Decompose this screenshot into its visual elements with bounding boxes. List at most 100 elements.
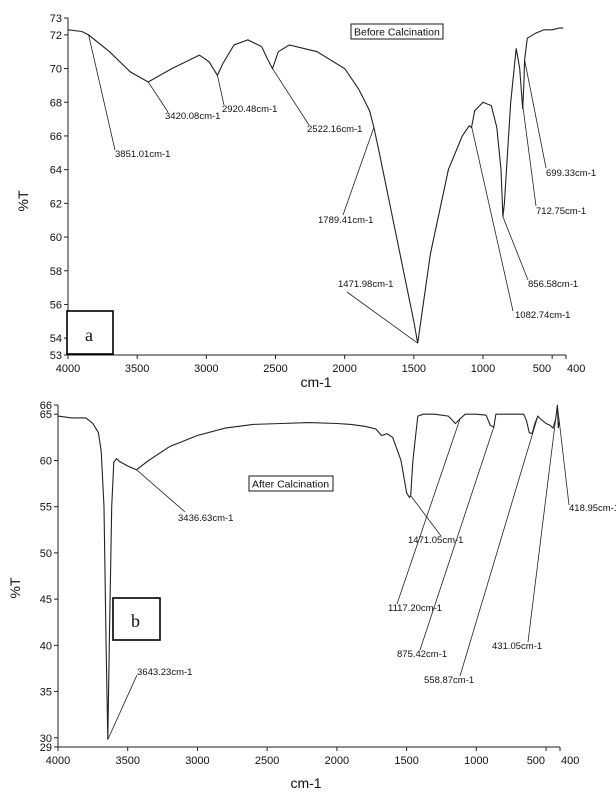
panel-b-label-box: b (112, 597, 161, 641)
y-tick-label: 68 (50, 97, 62, 109)
peak-leader-line (88, 34, 116, 151)
peak-leader-line (342, 127, 375, 216)
y-tick-label: 45 (40, 594, 52, 606)
peak-label: 1789.41cm-1 (318, 215, 373, 226)
y-tick-label: 60 (40, 455, 52, 467)
peak-label: 3436.63cm-1 (178, 513, 233, 524)
panel-b-label: b (131, 611, 140, 631)
peak-label: 712.75cm-1 (536, 206, 586, 217)
y-tick-label: 35 (40, 687, 52, 699)
peak-leader-line (272, 68, 310, 126)
y-tick-label: 29 (40, 742, 52, 754)
peak-label: 1082.74cm-1 (515, 310, 570, 321)
panel-a-x-ticks: 4000 3500 3000 2500 2000 1500 1000 500 400 (56, 355, 585, 375)
y-tick-label: 65 (40, 409, 52, 421)
peak-label: 1117.20cm-1 (388, 603, 442, 614)
panel-b-title-box: After Calcination (248, 475, 334, 492)
y-tick-label: 40 (40, 640, 52, 652)
x-tick-label: 3500 (125, 363, 149, 375)
peak-leader-line (147, 81, 169, 113)
peak-leader-line (217, 75, 225, 106)
panel-b-peak-annotations: 3643.23cm-1 3436.63cm-1 1471.05cm-1 1117.20… (107, 404, 616, 740)
peak-label: 558.87cm-1 (424, 675, 474, 686)
y-tick-label: 72 (50, 30, 62, 42)
x-tick-label: 400 (561, 755, 579, 767)
x-tick-label: 3500 (115, 755, 139, 767)
peak-leader-line (522, 105, 537, 207)
peak-leader-line (346, 291, 418, 344)
y-tick-label: 58 (50, 266, 62, 278)
panel-a-y-axis-title: %T (15, 190, 31, 211)
peak-leader-line (471, 126, 514, 312)
y-tick-label: 54 (50, 333, 62, 345)
panel-b-y-axis-title: %T (7, 577, 23, 598)
peak-label: 431.05cm-1 (492, 641, 542, 652)
peak-label: 875.42cm-1 (397, 649, 447, 660)
panel-a-axes (67, 18, 566, 356)
y-tick-label: 53 (50, 350, 62, 362)
x-tick-label: 500 (533, 363, 551, 375)
peak-label: 2920.48cm-1 (222, 104, 277, 115)
x-tick-label: 3000 (185, 755, 209, 767)
panel-b-axes (57, 405, 560, 748)
y-tick-label: 66 (40, 400, 52, 412)
x-tick-label: 1500 (394, 755, 418, 767)
y-tick-label: 30 (40, 733, 52, 745)
peak-leader-line (410, 495, 442, 537)
y-tick-label: 55 (40, 502, 52, 514)
x-tick-label: 2000 (325, 755, 349, 767)
x-tick-label: 3000 (194, 363, 218, 375)
y-tick-label: 60 (50, 232, 62, 244)
x-tick-label: 1500 (402, 363, 426, 375)
y-tick-label: 64 (50, 165, 62, 177)
peak-leader-line (107, 674, 138, 740)
peak-label: 3420.08cm-1 (165, 111, 220, 122)
y-tick-label: 56 (50, 299, 62, 311)
y-tick-label: 62 (50, 198, 62, 210)
y-tick-label: 70 (50, 64, 62, 76)
x-tick-label: 4000 (56, 363, 80, 375)
panel-a-title-box: Before Calcination (350, 23, 444, 40)
peak-leader-line (459, 415, 539, 677)
peak-label: 418.95cm-1 (569, 503, 616, 514)
peak-label: 3643.23cm-1 (137, 667, 192, 678)
peak-leader-line (527, 418, 557, 643)
peak-leader-line (419, 427, 495, 651)
panel-a-label: a (85, 325, 93, 345)
x-tick-label: 1000 (471, 363, 495, 375)
y-tick-label: 66 (50, 131, 62, 143)
peak-label: 856.58cm-1 (528, 279, 578, 290)
panel-a-spectrum-line (67, 27, 564, 344)
x-tick-label: 400 (567, 363, 585, 375)
panel-a-x-axis-title: cm-1 (300, 374, 331, 390)
x-tick-label: 2500 (263, 363, 287, 375)
y-tick-label: 50 (40, 548, 52, 560)
y-tick-label: 73 (50, 13, 62, 25)
peak-leader-line (502, 216, 529, 281)
panel-a-y-ticks: 53 54 56 58 60 62 64 66 68 70 72 73 (50, 13, 68, 362)
peak-leader-line (136, 469, 186, 513)
panel-b-title: After Calcination (252, 479, 329, 491)
panel-a-before-calcination: 53 54 56 58 60 62 64 66 68 70 72 73 4000 3500 3000 250… (15, 13, 596, 390)
peak-label: 699.33cm-1 (546, 168, 596, 179)
peak-leader-line (524, 60, 547, 169)
x-tick-label: 1000 (464, 755, 488, 767)
peak-leader-line (396, 418, 461, 605)
x-tick-label: 500 (527, 755, 545, 767)
panel-a-title: Before Calcination (354, 27, 440, 39)
x-tick-label: 2000 (332, 363, 356, 375)
peak-label: 1471.98cm-1 (338, 279, 393, 290)
panel-b-spectrum-line (57, 404, 560, 740)
x-tick-label: 2500 (255, 755, 279, 767)
panel-a-label-box: a (66, 310, 114, 355)
x-tick-label: 4000 (46, 755, 70, 767)
peak-leader-line (556, 404, 570, 506)
peak-label: 3851.01cm-1 (115, 149, 170, 160)
panel-b-x-ticks: 4000 3500 3000 2500 2000 1500 1000 500 400 (46, 747, 579, 767)
peak-label: 2522.16cm-1 (307, 124, 362, 135)
panel-b-x-axis-title: cm-1 (290, 775, 321, 791)
